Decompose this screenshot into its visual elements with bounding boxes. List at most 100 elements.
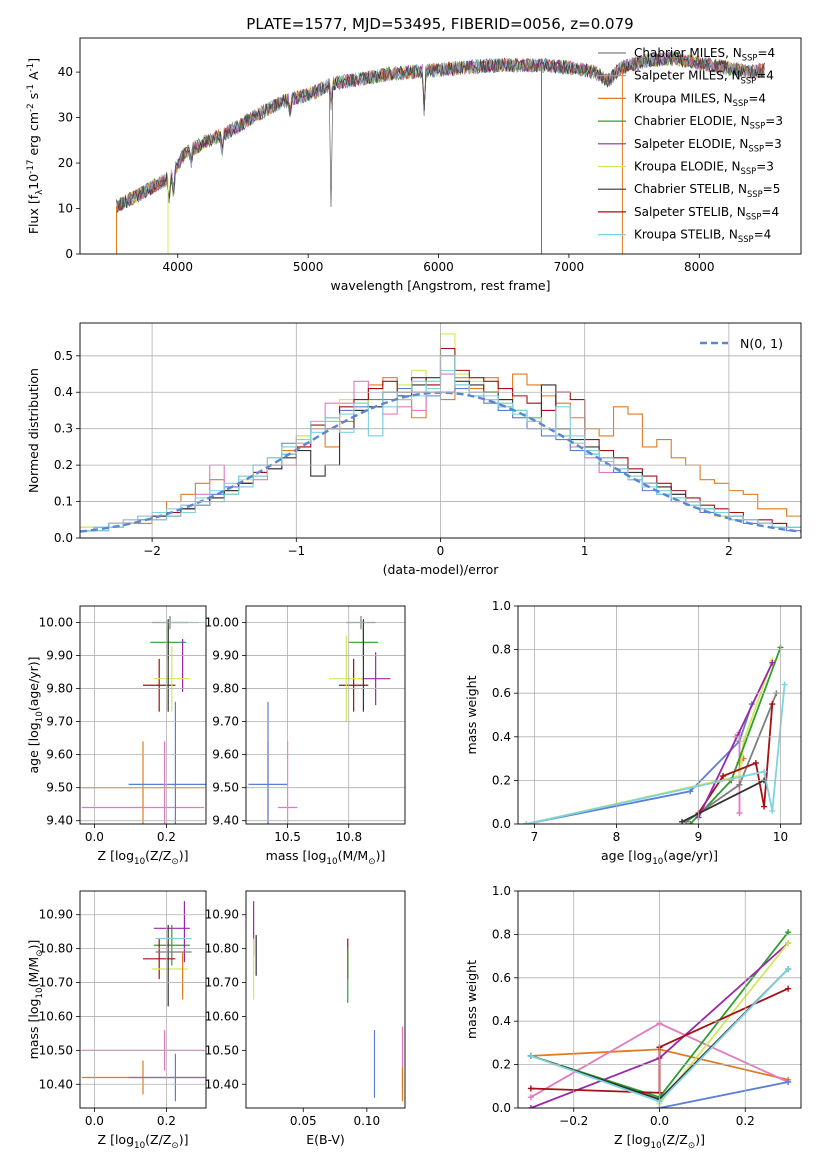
y-axis-label: age [log10​(age/yr)] bbox=[26, 656, 45, 773]
y-tick-label: 10.00 bbox=[39, 616, 73, 630]
y-tick-label: 0.2 bbox=[492, 1058, 511, 1072]
weight-marker bbox=[736, 810, 743, 817]
y-tick-label: 9.50 bbox=[212, 781, 239, 795]
weight-marker bbox=[781, 681, 788, 688]
legend-label: Chabrier MILES, NSSP​=4 bbox=[634, 46, 775, 63]
y-tick-label: 40 bbox=[58, 65, 73, 79]
x-axis-label: wavelength [Angstrom, rest frame] bbox=[330, 278, 550, 293]
x-tick-label: 0.2 bbox=[157, 1114, 176, 1128]
y-tick-label: 10.60 bbox=[205, 1009, 239, 1023]
errorbar-point bbox=[248, 701, 288, 824]
axes-frame bbox=[245, 605, 406, 825]
legend-label: Salpeter ELODIE, NSSP​=3 bbox=[634, 137, 782, 154]
x-tick-label: 8 bbox=[613, 830, 621, 844]
spectrum-line bbox=[116, 51, 765, 210]
y-tick-label: 9.70 bbox=[46, 715, 73, 729]
legend-label: Kroupa MILES, NSSP​=4 bbox=[634, 91, 766, 108]
x-tick-label: 0.0 bbox=[650, 1114, 669, 1128]
y-tick-label: 0.4 bbox=[492, 1014, 511, 1028]
y-tick-label: 0.6 bbox=[492, 971, 511, 985]
y-tick-label: 9.80 bbox=[212, 682, 239, 696]
errorbar-point bbox=[153, 645, 190, 712]
x-tick-label: 0.05 bbox=[290, 1114, 317, 1128]
y-tick-label: 10.40 bbox=[39, 1077, 73, 1091]
y-axis-label: mass weight bbox=[464, 675, 479, 754]
x-tick-label: 5000 bbox=[293, 260, 324, 274]
x-tick-label: 0.10 bbox=[353, 1114, 380, 1128]
spectrum-line bbox=[116, 50, 765, 212]
y-tick-label: 0.4 bbox=[54, 385, 73, 399]
y-tick-label: 9.90 bbox=[46, 649, 73, 663]
x-tick-label: 0.2 bbox=[736, 1114, 755, 1128]
x-tick-label: 0.0 bbox=[85, 830, 104, 844]
y-tick-label: 9.50 bbox=[46, 781, 73, 795]
y-tick-label: 0.0 bbox=[492, 817, 511, 831]
weight-marker bbox=[785, 985, 792, 992]
y-tick-label: 0.8 bbox=[492, 643, 511, 657]
y-tick-label: 20 bbox=[58, 156, 73, 170]
weight-line bbox=[659, 1081, 789, 1108]
x-axis-label: age [log10​(age/yr)] bbox=[601, 848, 718, 867]
axes-frame bbox=[245, 890, 406, 1109]
histogram-step bbox=[80, 373, 801, 528]
y-tick-label: 0.0 bbox=[492, 1101, 511, 1115]
errorbar-point bbox=[143, 658, 176, 712]
weight-marker bbox=[785, 940, 792, 947]
weight-marker bbox=[736, 781, 743, 788]
weight-line bbox=[697, 662, 774, 818]
x-tick-label: 4000 bbox=[163, 260, 194, 274]
x-axis-label: Z [log10​(Z/Z⊙​)] bbox=[614, 1132, 705, 1151]
y-tick-label: 10.70 bbox=[39, 976, 73, 990]
y-tick-label: 10.50 bbox=[205, 1043, 239, 1057]
y-tick-label: 1.0 bbox=[492, 884, 511, 898]
y-tick-label: 9.40 bbox=[46, 814, 73, 828]
y-tick-label: 10.70 bbox=[205, 976, 239, 990]
y-tick-label: 9.70 bbox=[212, 715, 239, 729]
x-tick-label: 8000 bbox=[684, 260, 715, 274]
weight-marker bbox=[785, 1078, 792, 1085]
weight-line bbox=[526, 703, 753, 824]
residuals-legend: N(0, 1) bbox=[700, 336, 783, 351]
x-tick-label: 9 bbox=[695, 830, 703, 844]
x-tick-label: 6000 bbox=[423, 260, 454, 274]
axes-frame bbox=[517, 605, 802, 825]
y-tick-label: 10.50 bbox=[39, 1043, 73, 1057]
panel-age_vs_mass: 10.5 10.8 9.40 9.50 9.60 9.70 9.80 9.90 10.00 mas… bbox=[205, 605, 406, 867]
y-axis-label: mass [log10​(M/M⊙​)] bbox=[26, 940, 45, 1060]
weight-marker bbox=[761, 768, 768, 775]
weight-marker bbox=[523, 821, 530, 824]
y-tick-label: 0.8 bbox=[492, 927, 511, 941]
x-axis-label: (data-model)/error bbox=[383, 562, 500, 577]
y-tick-label: 10.90 bbox=[39, 908, 73, 922]
plot-area-weight_vs_age bbox=[523, 644, 788, 824]
y-tick-label: 10.80 bbox=[39, 942, 73, 956]
y-tick-label: 30 bbox=[58, 111, 73, 125]
y-tick-label: 0.6 bbox=[492, 686, 511, 700]
y-tick-label: 10.90 bbox=[205, 908, 239, 922]
y-axis-label: mass weight bbox=[464, 960, 479, 1039]
plot-area-age_vs_Z bbox=[81, 615, 206, 824]
x-axis-label: mass [log10​(M/M⊙​)] bbox=[266, 848, 386, 867]
axes-frame bbox=[79, 605, 207, 825]
weight-marker bbox=[769, 807, 776, 814]
weight-marker bbox=[761, 803, 768, 810]
y-axis-label: Flux [fλ​10-17​ erg cm-2​ s-1​ A-1​] bbox=[26, 58, 45, 234]
weight-marker bbox=[527, 1085, 534, 1092]
y-tick-label: 0.4 bbox=[492, 730, 511, 744]
x-tick-label: 10.8 bbox=[335, 830, 362, 844]
legend-label: Chabrier ELODIE, NSSP​=3 bbox=[634, 114, 783, 131]
errorbar-point bbox=[329, 635, 364, 722]
weight-line bbox=[526, 684, 786, 824]
x-tick-label: 2 bbox=[725, 544, 733, 558]
panel-mass_vs_ebv: 0.05 0.10 10.40 10.50 10.60 10.70 10.80 10.90 E(… bbox=[205, 890, 406, 1147]
y-tick-label: 0 bbox=[65, 247, 73, 261]
y-tick-label: 9.40 bbox=[212, 814, 239, 828]
legend-label: Salpeter STELIB, NSSP​=4 bbox=[634, 205, 779, 222]
y-tick-label: 9.80 bbox=[46, 682, 73, 696]
weight-marker bbox=[527, 1052, 534, 1059]
weight-marker bbox=[769, 659, 776, 666]
panel-residuals: −2 −1 0 1 2 0.0 0.1 0.2 0.3 0.4 0.5 (data-model)/er… bbox=[26, 322, 802, 577]
x-tick-label: 7 bbox=[531, 830, 539, 844]
panel-weight_vs_age: 7 8 9 10 0.0 0.2 0.4 0.6 0.8 1.0 age [log10​(age/y… bbox=[464, 599, 802, 867]
y-tick-label: 9.60 bbox=[212, 748, 239, 762]
